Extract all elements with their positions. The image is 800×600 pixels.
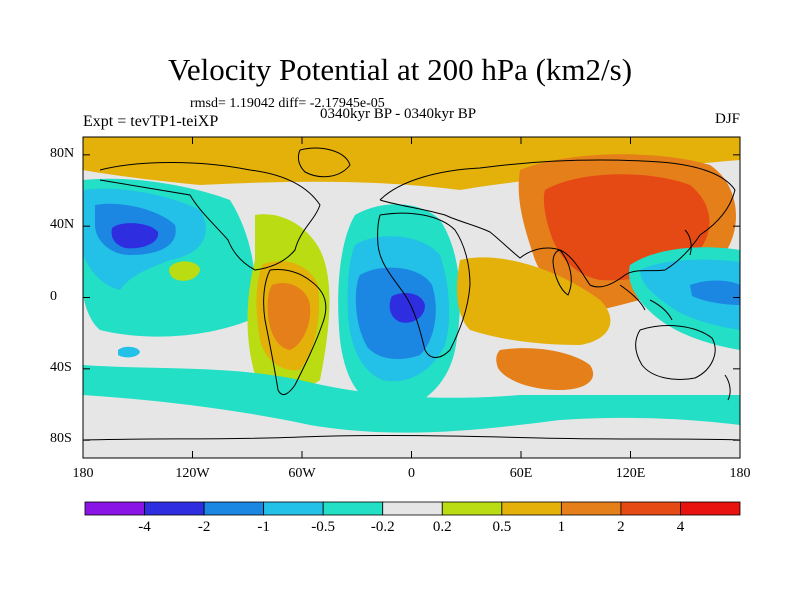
colorbar-label: -4: [138, 519, 151, 535]
colorbar: [84, 501, 741, 516]
period-label: 0340kyr BP - 0340kyr BP: [320, 106, 477, 122]
colorbar-swatch: [144, 501, 205, 516]
contour-wpac-mid: [640, 259, 740, 330]
y-tick-label: 40N: [50, 217, 75, 233]
contour-satl-core: [389, 293, 425, 323]
coastline-new-zealand: [724, 374, 731, 401]
coastline-africa: [377, 212, 471, 358]
colorbar-swatch: [441, 501, 503, 516]
contour-south-band-inner: [83, 395, 740, 458]
coastline-antarctica: [83, 434, 740, 441]
colorbar-swatch: [263, 501, 324, 516]
colorbar-label: 4: [676, 519, 685, 535]
rmsd-subtitle: rmsd= 1.19042 diff= -2.17945e-05: [190, 96, 385, 111]
contour-indian-band: [457, 257, 611, 345]
colorbar-label: -2: [197, 519, 211, 535]
y-tick-label: 80N: [50, 145, 75, 161]
coastline-india: [552, 249, 572, 296]
colorbar-label: -0.5: [311, 519, 336, 535]
contour-wpac-inner: [690, 280, 740, 305]
colorbar-label: 0.2: [432, 519, 452, 535]
tick-marks: [82, 137, 741, 458]
colorbar-swatch: [560, 501, 622, 516]
x-tick-label: 180: [729, 466, 751, 481]
colorbar-label: 0.5: [492, 519, 512, 535]
coastline-australia: [635, 325, 716, 380]
colorbar-swatch: [620, 501, 681, 516]
colorbar-swatch: [680, 501, 741, 516]
y-tick-label: 40S: [50, 359, 72, 375]
x-tick-label: 0: [408, 466, 415, 481]
coastline-north-america: [99, 162, 321, 271]
x-tick-label: 180: [72, 466, 94, 481]
contour-north-band: [83, 137, 740, 190]
x-tick-label: 120E: [615, 466, 646, 481]
season-label: DJF: [714, 111, 740, 127]
colorbar-label: 1: [557, 519, 566, 535]
x-tick-label: 60E: [509, 466, 533, 481]
coastline-japan: [684, 229, 692, 256]
y-tick-label: 0: [50, 288, 57, 304]
coastline-southeast-asia: [619, 284, 673, 321]
x-tick-label: 60W: [288, 466, 316, 481]
colorbar-label: -1: [257, 519, 270, 535]
x-tick-label: 120W: [175, 466, 210, 481]
contour-npac-core: [111, 223, 159, 249]
contour-sam-inner: [267, 282, 311, 350]
coastline-south-america: [263, 269, 327, 396]
contour-pac-green-blob: [169, 261, 200, 281]
coastlines: [83, 147, 740, 441]
colorbar-label: 2: [617, 519, 625, 535]
colorbar-swatch: [322, 501, 384, 516]
contour-field: [83, 137, 740, 458]
colorbar-swatch: [203, 501, 265, 516]
y-tick-label: 80S: [50, 431, 72, 447]
colorbar-label: -0.2: [370, 519, 395, 535]
contour-spac-blob: [118, 346, 140, 358]
contour-australia-band: [496, 348, 594, 390]
colorbar-swatch: [382, 501, 443, 516]
experiment-label: Expt = tevTP1-teiXP: [83, 113, 219, 130]
colorbar-swatch: [501, 501, 562, 516]
coastline-greenland: [297, 147, 351, 178]
map-title: Velocity Potential at 200 hPa (km2/s): [167, 52, 633, 87]
colorbar-swatch: [84, 501, 145, 516]
coastline-eurasia: [379, 159, 736, 288]
